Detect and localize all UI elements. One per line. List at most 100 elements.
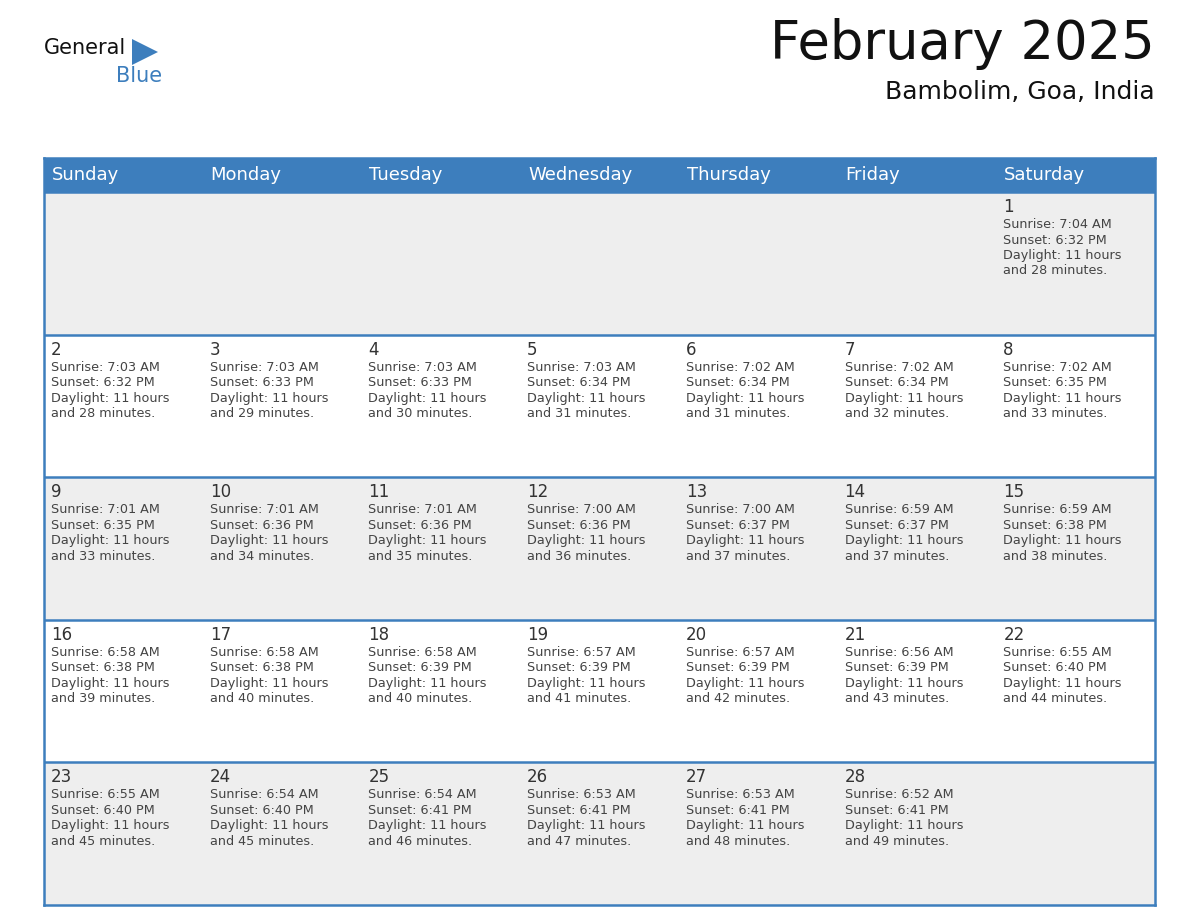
Text: Sunrise: 6:58 AM: Sunrise: 6:58 AM (210, 645, 318, 659)
Text: February 2025: February 2025 (770, 18, 1155, 70)
Text: Daylight: 11 hours: Daylight: 11 hours (210, 534, 328, 547)
Text: 13: 13 (685, 483, 707, 501)
Text: 23: 23 (51, 768, 72, 787)
Text: Daylight: 11 hours: Daylight: 11 hours (368, 677, 487, 689)
Text: Sunrise: 6:53 AM: Sunrise: 6:53 AM (527, 789, 636, 801)
Text: Sunset: 6:40 PM: Sunset: 6:40 PM (51, 804, 154, 817)
Text: and 43 minutes.: and 43 minutes. (845, 692, 949, 705)
Text: Sunrise: 7:02 AM: Sunrise: 7:02 AM (1004, 361, 1112, 374)
Text: 4: 4 (368, 341, 379, 359)
Text: 17: 17 (210, 626, 230, 644)
Text: and 31 minutes.: and 31 minutes. (527, 407, 632, 420)
Text: 2: 2 (51, 341, 62, 359)
Text: Sunrise: 7:02 AM: Sunrise: 7:02 AM (845, 361, 953, 374)
Text: Sunset: 6:36 PM: Sunset: 6:36 PM (527, 519, 631, 532)
Text: Sunrise: 6:55 AM: Sunrise: 6:55 AM (1004, 645, 1112, 659)
Text: Sunset: 6:39 PM: Sunset: 6:39 PM (527, 661, 631, 675)
Text: 16: 16 (51, 626, 72, 644)
Text: and 44 minutes.: and 44 minutes. (1004, 692, 1107, 705)
Text: and 45 minutes.: and 45 minutes. (51, 834, 156, 848)
Text: 5: 5 (527, 341, 538, 359)
Text: and 38 minutes.: and 38 minutes. (1004, 550, 1107, 563)
Text: 20: 20 (685, 626, 707, 644)
Text: 9: 9 (51, 483, 62, 501)
Text: Saturday: Saturday (1004, 166, 1086, 184)
Text: 3: 3 (210, 341, 220, 359)
Text: Sunrise: 6:54 AM: Sunrise: 6:54 AM (210, 789, 318, 801)
Text: Daylight: 11 hours: Daylight: 11 hours (368, 392, 487, 405)
Text: 21: 21 (845, 626, 866, 644)
Text: 28: 28 (845, 768, 866, 787)
Text: Sunrise: 6:55 AM: Sunrise: 6:55 AM (51, 789, 159, 801)
Text: Daylight: 11 hours: Daylight: 11 hours (845, 534, 963, 547)
Text: 27: 27 (685, 768, 707, 787)
Text: Sunrise: 7:03 AM: Sunrise: 7:03 AM (368, 361, 478, 374)
Text: Sunset: 6:39 PM: Sunset: 6:39 PM (368, 661, 472, 675)
Text: Monday: Monday (210, 166, 282, 184)
Text: 10: 10 (210, 483, 230, 501)
Bar (44, 158, 1155, 192)
Text: and 48 minutes.: and 48 minutes. (685, 834, 790, 848)
Text: Daylight: 11 hours: Daylight: 11 hours (1004, 249, 1121, 262)
Text: and 28 minutes.: and 28 minutes. (51, 407, 156, 420)
Text: and 46 minutes.: and 46 minutes. (368, 834, 473, 848)
Text: Daylight: 11 hours: Daylight: 11 hours (845, 677, 963, 689)
Text: Sunrise: 6:53 AM: Sunrise: 6:53 AM (685, 789, 795, 801)
Text: and 37 minutes.: and 37 minutes. (685, 550, 790, 563)
Text: Sunset: 6:41 PM: Sunset: 6:41 PM (845, 804, 948, 817)
Text: and 29 minutes.: and 29 minutes. (210, 407, 314, 420)
Text: Daylight: 11 hours: Daylight: 11 hours (527, 534, 645, 547)
Text: Sunset: 6:40 PM: Sunset: 6:40 PM (1004, 661, 1107, 675)
Text: Sunset: 6:37 PM: Sunset: 6:37 PM (845, 519, 948, 532)
Text: 14: 14 (845, 483, 866, 501)
Text: Sunset: 6:35 PM: Sunset: 6:35 PM (51, 519, 154, 532)
Text: Sunset: 6:35 PM: Sunset: 6:35 PM (1004, 376, 1107, 389)
Text: Daylight: 11 hours: Daylight: 11 hours (845, 820, 963, 833)
Text: Blue: Blue (116, 66, 162, 86)
Text: Sunrise: 7:03 AM: Sunrise: 7:03 AM (210, 361, 318, 374)
Text: Daylight: 11 hours: Daylight: 11 hours (51, 677, 170, 689)
Text: Tuesday: Tuesday (369, 166, 443, 184)
Bar (44, 763, 1155, 905)
Text: 26: 26 (527, 768, 549, 787)
Text: Wednesday: Wednesday (529, 166, 632, 184)
Text: Sunset: 6:39 PM: Sunset: 6:39 PM (845, 661, 948, 675)
Text: Sunset: 6:34 PM: Sunset: 6:34 PM (685, 376, 790, 389)
Text: and 35 minutes.: and 35 minutes. (368, 550, 473, 563)
Text: Sunset: 6:33 PM: Sunset: 6:33 PM (210, 376, 314, 389)
Text: and 40 minutes.: and 40 minutes. (368, 692, 473, 705)
Text: Daylight: 11 hours: Daylight: 11 hours (1004, 677, 1121, 689)
Text: Daylight: 11 hours: Daylight: 11 hours (210, 392, 328, 405)
Text: Sunrise: 7:01 AM: Sunrise: 7:01 AM (368, 503, 478, 516)
Text: Daylight: 11 hours: Daylight: 11 hours (845, 392, 963, 405)
Text: Friday: Friday (846, 166, 901, 184)
Text: Daylight: 11 hours: Daylight: 11 hours (51, 534, 170, 547)
Text: Sunrise: 6:57 AM: Sunrise: 6:57 AM (685, 645, 795, 659)
Text: and 30 minutes.: and 30 minutes. (368, 407, 473, 420)
Text: Daylight: 11 hours: Daylight: 11 hours (210, 677, 328, 689)
Text: 1: 1 (1004, 198, 1013, 216)
Text: and 40 minutes.: and 40 minutes. (210, 692, 314, 705)
Text: and 33 minutes.: and 33 minutes. (51, 550, 156, 563)
Text: Daylight: 11 hours: Daylight: 11 hours (1004, 392, 1121, 405)
Text: Sunset: 6:38 PM: Sunset: 6:38 PM (1004, 519, 1107, 532)
Text: Sunrise: 7:03 AM: Sunrise: 7:03 AM (51, 361, 160, 374)
Text: Sunrise: 6:58 AM: Sunrise: 6:58 AM (51, 645, 159, 659)
Text: Bambolim, Goa, India: Bambolim, Goa, India (885, 80, 1155, 104)
Text: Daylight: 11 hours: Daylight: 11 hours (368, 534, 487, 547)
Text: Sunrise: 7:02 AM: Sunrise: 7:02 AM (685, 361, 795, 374)
Text: and 45 minutes.: and 45 minutes. (210, 834, 314, 848)
Text: Sunset: 6:34 PM: Sunset: 6:34 PM (527, 376, 631, 389)
Text: and 33 minutes.: and 33 minutes. (1004, 407, 1107, 420)
Text: Sunrise: 7:01 AM: Sunrise: 7:01 AM (210, 503, 318, 516)
Text: Sunrise: 6:52 AM: Sunrise: 6:52 AM (845, 789, 953, 801)
Text: and 39 minutes.: and 39 minutes. (51, 692, 156, 705)
Text: Sunset: 6:36 PM: Sunset: 6:36 PM (368, 519, 472, 532)
Text: Daylight: 11 hours: Daylight: 11 hours (685, 534, 804, 547)
Text: Sunset: 6:32 PM: Sunset: 6:32 PM (51, 376, 154, 389)
Text: Sunset: 6:37 PM: Sunset: 6:37 PM (685, 519, 790, 532)
Text: Daylight: 11 hours: Daylight: 11 hours (210, 820, 328, 833)
Text: and 49 minutes.: and 49 minutes. (845, 834, 949, 848)
Text: 11: 11 (368, 483, 390, 501)
Text: Sunset: 6:41 PM: Sunset: 6:41 PM (685, 804, 790, 817)
